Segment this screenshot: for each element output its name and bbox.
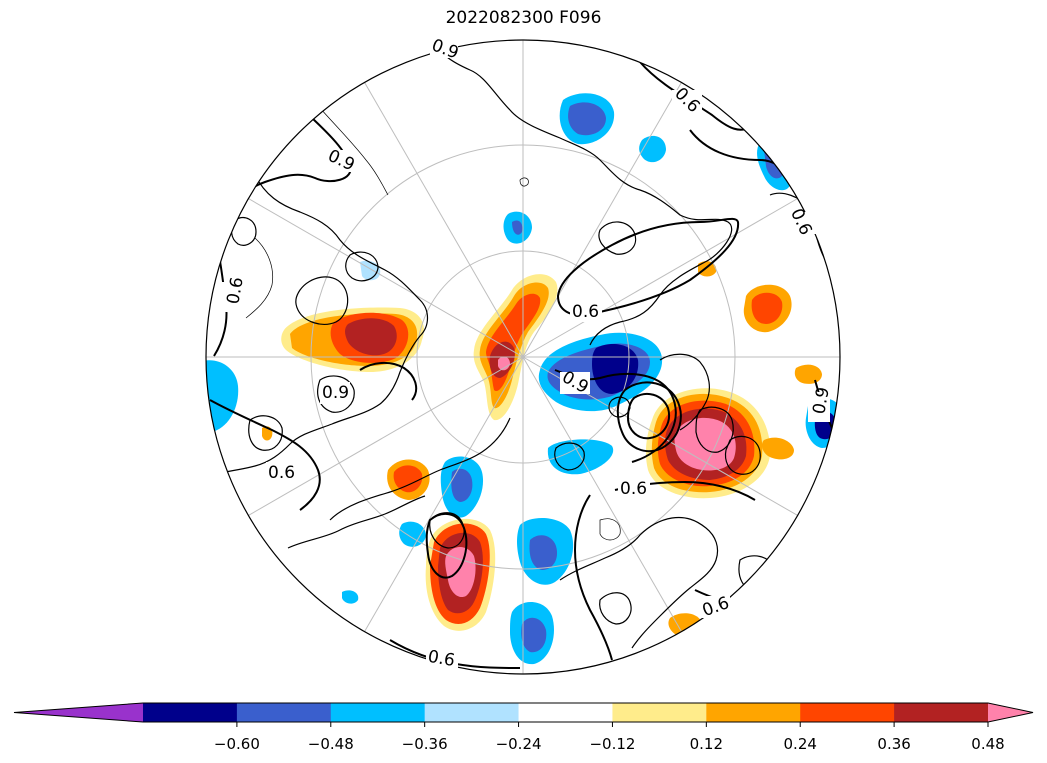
colorbar-segment (424, 703, 520, 722)
colorbar: −0.60 −0.48 −0.36 −0.24 −0.12 0.12 0.24 0.36 0.4… (13, 702, 1034, 753)
colorbar-segment (800, 703, 895, 722)
negative-anomaly-top (559, 93, 615, 145)
contour-labels: 0.9 0.9 0.6 0.6 0.6 0.6 0.9 0.9 0.9 0.6 … (222, 35, 834, 671)
positive-anomaly-small-4 (761, 437, 794, 460)
map-title: 2022082300 F096 (445, 8, 602, 28)
negative-anomaly-south-center (517, 518, 574, 585)
colorbar-tick-label: 0.48 (971, 735, 1004, 753)
positive-anomaly-east-large (645, 388, 771, 499)
positive-anomaly-small-1b (393, 465, 423, 493)
colorbar-segment (894, 703, 989, 722)
contour-label: 0.6 (426, 647, 456, 671)
contour-label: 0.9 (809, 386, 833, 416)
negative-anomaly-south (510, 601, 554, 665)
negative-anomaly-small-5 (342, 590, 359, 604)
contour-label: 0.6 (268, 463, 295, 483)
negative-anomaly-south-west (440, 456, 484, 518)
colorbar-outline (13, 702, 1034, 723)
colorbar-tick-label: 0.24 (784, 735, 817, 753)
contour-label: 0.6 (572, 302, 599, 322)
coastlines (211, 40, 833, 649)
contour-label: 0.9 (322, 383, 349, 403)
negative-anomaly-small-1 (639, 135, 666, 163)
negative-anomaly-center-north (503, 211, 532, 244)
colorbar-segment (143, 703, 238, 722)
colorbar-tick-label: 0.36 (877, 735, 910, 753)
map-disk (206, 40, 840, 674)
positive-anomaly-small-2 (698, 261, 717, 277)
colorbar-segment (706, 703, 801, 722)
colorbar-tick-label: −0.48 (308, 735, 354, 753)
colorbar-extend-min (14, 703, 143, 722)
colorbar-tick-label: 0.12 (690, 735, 723, 753)
map-boundary (205, 39, 841, 675)
colorbar-tick-label: −0.36 (402, 735, 448, 753)
colorbar-segment (518, 703, 613, 722)
colorbar-tick-label: −0.24 (496, 735, 542, 753)
colorbar-tick-label: −0.60 (214, 735, 260, 753)
positive-anomaly-pole (473, 274, 558, 421)
positive-anomaly-small-3 (794, 364, 822, 384)
negative-anomaly-small-3 (399, 521, 426, 547)
colorbar-segment (330, 703, 426, 722)
positive-anomaly-south-greenland (425, 518, 496, 631)
positive-anomaly-east-right (743, 284, 792, 333)
colorbar-tick-label: −0.12 (589, 735, 635, 753)
contour-label: 0.6 (223, 276, 247, 306)
country-borders (245, 107, 621, 541)
contour-label: 0.6 (620, 479, 647, 499)
colorbar-segment (612, 703, 707, 722)
colorbar-extend-max (988, 703, 1033, 722)
colorbar-segment (236, 703, 332, 722)
graticule (206, 40, 840, 674)
